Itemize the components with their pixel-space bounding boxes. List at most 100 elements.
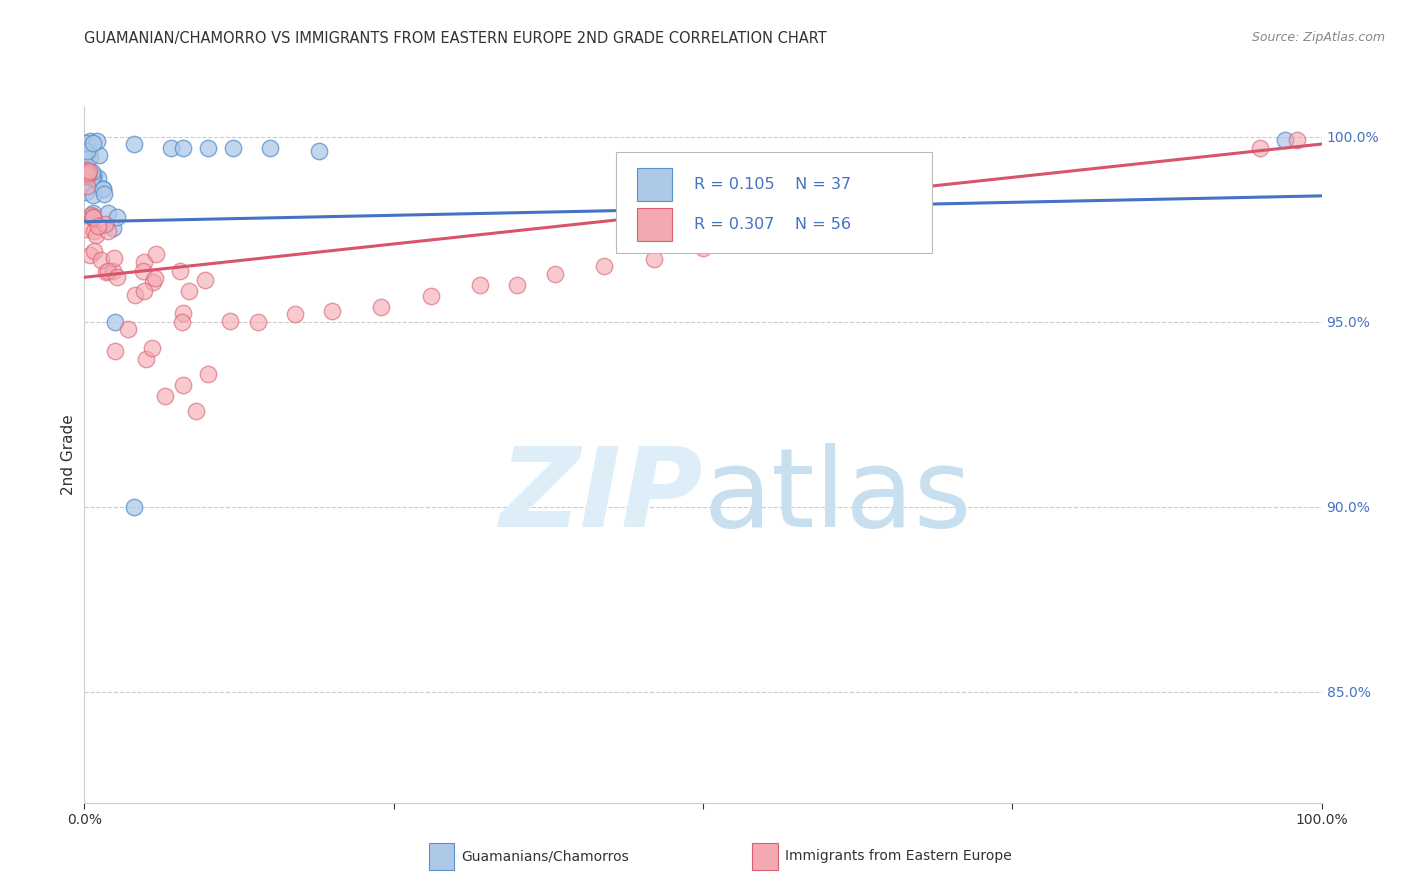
Point — [97, 264, 120, 278]
Point — [80, 209, 103, 223]
Point — [76, 168, 98, 182]
Point — [172, 306, 194, 320]
Point — [105, 269, 128, 284]
Point — [370, 300, 392, 314]
Point — [284, 307, 307, 321]
Point — [75, 165, 97, 179]
Text: R = 0.307    N = 56: R = 0.307 N = 56 — [695, 217, 852, 232]
Point — [105, 210, 128, 224]
Point — [194, 272, 217, 286]
Point — [160, 141, 183, 155]
Point — [82, 211, 104, 225]
Point — [87, 171, 110, 186]
Text: Guamanians/Chamorros: Guamanians/Chamorros — [461, 849, 628, 863]
Point — [86, 134, 108, 148]
Point — [82, 136, 104, 150]
Point — [506, 277, 529, 292]
Point — [76, 145, 98, 159]
Point — [80, 208, 103, 222]
Point — [94, 217, 117, 231]
Point — [184, 403, 207, 417]
Point — [177, 284, 200, 298]
Point — [135, 351, 157, 366]
Point — [543, 267, 565, 281]
Text: R = 0.105    N = 37: R = 0.105 N = 37 — [695, 177, 852, 192]
Point — [75, 136, 97, 150]
Point — [77, 163, 100, 178]
Point — [76, 165, 98, 179]
Point — [153, 389, 176, 403]
Point — [104, 315, 127, 329]
Point — [82, 169, 104, 184]
Point — [172, 141, 194, 155]
Point — [692, 241, 714, 255]
Point — [82, 169, 104, 184]
Point — [172, 377, 194, 392]
Point — [134, 284, 156, 298]
Point — [84, 228, 107, 243]
Point — [169, 263, 191, 277]
Point — [197, 367, 219, 381]
Point — [82, 165, 104, 179]
Point — [83, 244, 105, 258]
Point — [91, 182, 114, 196]
Point — [87, 148, 110, 162]
Point — [103, 263, 125, 277]
Point — [470, 277, 492, 292]
Point — [593, 259, 616, 273]
Point — [79, 170, 101, 185]
Point — [246, 315, 269, 329]
Point — [124, 287, 146, 301]
Text: atlas: atlas — [703, 443, 972, 550]
Point — [79, 150, 101, 164]
Point — [87, 219, 110, 233]
Text: ZIP: ZIP — [499, 443, 703, 550]
Point — [122, 136, 145, 151]
Point — [94, 265, 117, 279]
Point — [103, 220, 125, 235]
Point — [93, 186, 115, 201]
Point — [419, 289, 441, 303]
Point — [259, 141, 281, 155]
Point — [222, 141, 245, 155]
Point — [77, 145, 100, 160]
Point — [143, 270, 166, 285]
Point — [82, 187, 104, 202]
Point — [76, 178, 98, 193]
Point — [132, 264, 155, 278]
Point — [308, 145, 330, 159]
FancyBboxPatch shape — [637, 208, 672, 242]
Point — [122, 500, 145, 514]
Point — [103, 251, 125, 265]
FancyBboxPatch shape — [637, 168, 672, 201]
Point — [82, 211, 104, 225]
Point — [197, 141, 219, 155]
Point — [77, 164, 100, 178]
Point — [82, 210, 104, 224]
Point — [97, 205, 120, 219]
Point — [82, 206, 104, 220]
Point — [75, 222, 97, 236]
Point — [117, 322, 139, 336]
Point — [1249, 141, 1271, 155]
Point — [75, 162, 97, 177]
Point — [91, 182, 114, 196]
Point — [79, 134, 101, 148]
Point — [97, 224, 120, 238]
Point — [1285, 133, 1308, 147]
Point — [90, 252, 112, 267]
Point — [218, 314, 240, 328]
Point — [141, 341, 163, 355]
Text: GUAMANIAN/CHAMORRO VS IMMIGRANTS FROM EASTERN EUROPE 2ND GRADE CORRELATION CHART: GUAMANIAN/CHAMORRO VS IMMIGRANTS FROM EA… — [84, 31, 827, 46]
Point — [76, 146, 98, 161]
Point — [1274, 133, 1296, 147]
Point — [643, 252, 665, 266]
Point — [145, 247, 167, 261]
Point — [83, 168, 105, 182]
Y-axis label: 2nd Grade: 2nd Grade — [60, 415, 76, 495]
Point — [104, 344, 127, 359]
Point — [142, 275, 165, 289]
FancyBboxPatch shape — [616, 153, 932, 253]
Text: Immigrants from Eastern Europe: Immigrants from Eastern Europe — [785, 849, 1011, 863]
Point — [75, 162, 97, 177]
